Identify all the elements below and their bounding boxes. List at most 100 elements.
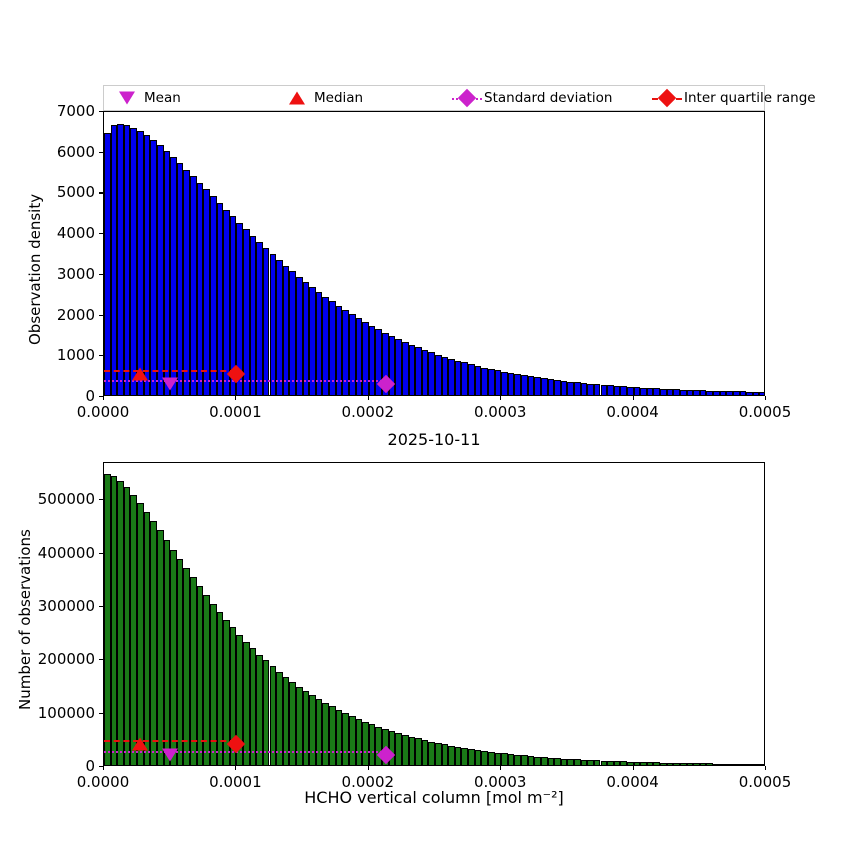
histogram-bar: [587, 760, 594, 765]
histogram-bar: [719, 763, 727, 765]
histogram-bar: [574, 759, 581, 765]
histogram-bar: [752, 391, 760, 395]
histogram-bar: [626, 761, 634, 765]
histogram-bar: [600, 384, 608, 395]
y-axis-tick-label: 2000: [56, 305, 95, 324]
histogram-bar: [633, 761, 641, 765]
x-axis-tick-label: 0.0003: [473, 773, 527, 791]
histogram-bar: [163, 539, 171, 765]
histogram-bar: [481, 367, 488, 395]
y-axis-tick: [99, 766, 103, 768]
y-axis-tick-label: 500000: [37, 490, 95, 509]
histogram-bar: [679, 389, 687, 395]
legend-entry-mean: Mean: [110, 87, 280, 109]
histogram-bar: [190, 577, 197, 765]
histogram-bar: [507, 372, 515, 395]
histogram-bar: [580, 759, 588, 765]
histogram-bar: [706, 763, 714, 765]
histogram-bar: [547, 757, 555, 765]
histogram-bar: [401, 734, 409, 765]
median-marker: [132, 367, 149, 381]
histogram-bar: [679, 762, 687, 765]
histogram-bar: [607, 760, 614, 765]
histogram-bar: [481, 750, 488, 765]
median-marker: [132, 737, 149, 751]
histogram-bar: [567, 758, 574, 765]
histogram-bar: [474, 365, 482, 395]
histogram-bar: [653, 762, 661, 765]
histogram-bar: [176, 163, 184, 395]
histogram-bar: [309, 287, 316, 395]
histogram-bar: [435, 354, 442, 395]
x-axis-tick: [367, 766, 369, 770]
x-axis-tick-label: 0.0005: [738, 773, 792, 791]
y-axis-tick-label: 300000: [37, 597, 95, 615]
histogram-bar: [448, 745, 455, 765]
number-of-observations-panel: [103, 462, 765, 766]
histogram-bar: [527, 376, 535, 395]
histogram-bar: [739, 391, 747, 395]
histogram-bar: [170, 157, 177, 395]
histogram-bar: [527, 756, 535, 765]
histogram-bar: [726, 391, 733, 395]
y-axis-tick: [99, 192, 103, 194]
histogram-bar: [547, 379, 555, 395]
x-axis-tick-label: 0.0004: [606, 403, 659, 421]
histogram-bar: [216, 202, 224, 395]
legend-entry-inter-quartile-range: Inter quartile range: [650, 87, 820, 109]
y-axis-tick-label: 400000: [37, 543, 95, 562]
histogram-bar: [494, 752, 502, 765]
histogram-bar: [223, 209, 230, 395]
histogram-bar: [335, 305, 343, 395]
histogram-bar: [653, 388, 661, 395]
histogram-bar: [660, 762, 667, 765]
histogram-bar: [408, 736, 416, 765]
y-axis-tick-label: 7000: [56, 102, 95, 120]
histogram-bar: [587, 383, 594, 395]
histogram-bar: [143, 135, 151, 395]
histogram-bar: [613, 761, 621, 765]
x-axis-tick-label: 0.0000: [76, 773, 130, 791]
number-of-observations-plot-area: [103, 462, 765, 766]
histogram-bar: [540, 378, 548, 395]
histogram-bar: [713, 763, 720, 765]
histogram-bar: [560, 758, 568, 765]
histogram-bar: [302, 281, 310, 395]
histogram-bar: [468, 748, 475, 765]
histogram-bar: [428, 741, 435, 765]
histogram-bar: [646, 762, 654, 765]
histogram-bar: [474, 749, 482, 765]
histogram-bar: [309, 695, 316, 765]
x-axis-tick: [235, 766, 237, 770]
y-axis-tick-label: 5000: [56, 183, 95, 202]
histogram-bar: [216, 611, 224, 765]
histogram-bar: [183, 169, 191, 395]
histogram-bar: [289, 681, 296, 765]
histogram-bar: [686, 763, 694, 765]
histogram-bar: [196, 182, 204, 395]
histogram-bar: [295, 276, 303, 395]
legend-label-standard-deviation: Standard deviation: [484, 90, 613, 106]
observation-density-panel: [103, 111, 765, 396]
y-axis-tick-label: 3000: [56, 264, 95, 283]
histogram-bar: [554, 758, 561, 765]
y-axis-tick: [99, 396, 103, 398]
histogram-bar: [209, 603, 217, 765]
histogram-bar: [699, 763, 707, 765]
y-axis-tick: [99, 111, 103, 113]
histogram-bar: [732, 391, 740, 395]
x-axis-tick: [765, 396, 767, 400]
histogram-bar: [421, 349, 429, 395]
histogram-bar: [607, 385, 614, 395]
y-axis-tick: [99, 606, 103, 608]
x-axis-tick: [632, 766, 634, 770]
histogram-bar: [620, 386, 627, 395]
histogram-bar: [322, 703, 330, 765]
histogram-bar: [719, 391, 727, 395]
figure-title: 2025-10-11: [387, 430, 481, 449]
histogram-bar: [487, 368, 495, 395]
histogram-bar: [203, 595, 210, 765]
histogram-bar: [229, 627, 237, 765]
histogram-bar: [190, 176, 197, 395]
legend-label-inter-quartile-range: Inter quartile range: [684, 90, 816, 106]
